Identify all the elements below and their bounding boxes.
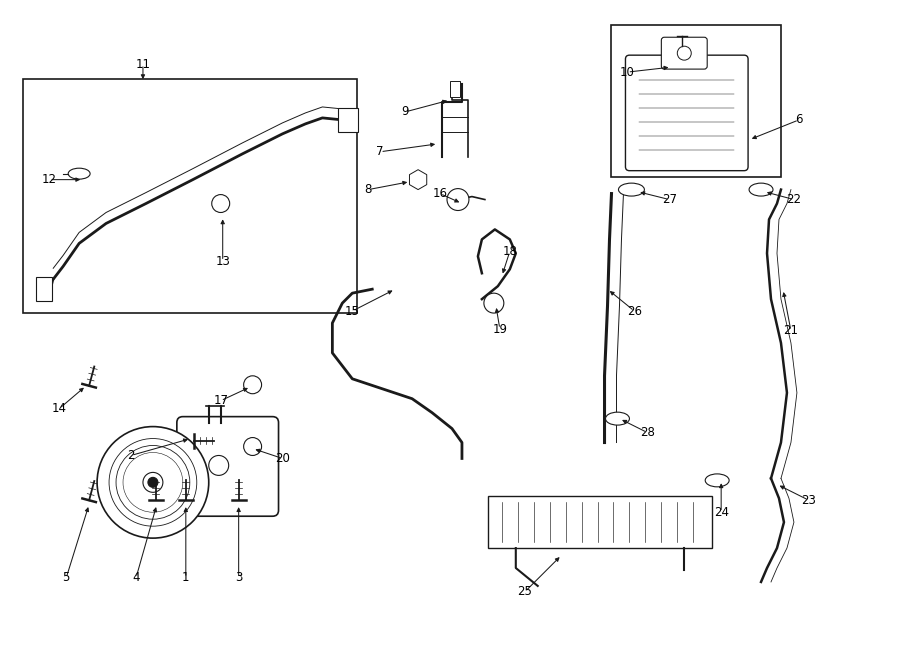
Text: 20: 20: [275, 452, 290, 465]
FancyBboxPatch shape: [626, 55, 748, 171]
Ellipse shape: [618, 183, 644, 196]
Circle shape: [447, 188, 469, 210]
Bar: [488, 496, 712, 548]
Text: 10: 10: [620, 65, 634, 79]
Text: 16: 16: [433, 187, 447, 200]
Text: 8: 8: [364, 183, 372, 196]
Text: 17: 17: [213, 394, 229, 407]
Circle shape: [209, 455, 229, 475]
Text: 18: 18: [502, 245, 518, 258]
FancyBboxPatch shape: [176, 416, 278, 516]
Ellipse shape: [68, 168, 90, 179]
Circle shape: [97, 426, 209, 538]
Text: 25: 25: [518, 586, 532, 598]
Bar: [36, 277, 52, 301]
Circle shape: [484, 293, 504, 313]
Circle shape: [212, 194, 230, 212]
Text: 6: 6: [796, 114, 803, 126]
Ellipse shape: [749, 183, 773, 196]
Circle shape: [143, 473, 163, 492]
Bar: [611, 25, 781, 176]
FancyBboxPatch shape: [662, 37, 707, 69]
Bar: [23, 79, 357, 313]
Text: 5: 5: [62, 572, 70, 584]
Bar: [450, 81, 460, 97]
Text: 26: 26: [627, 305, 642, 317]
Text: 2: 2: [127, 449, 135, 462]
Ellipse shape: [706, 474, 729, 487]
Text: 13: 13: [215, 254, 230, 268]
Text: 23: 23: [802, 494, 816, 507]
Bar: [338, 108, 358, 132]
Ellipse shape: [606, 412, 629, 425]
Text: 15: 15: [345, 305, 360, 317]
Text: 9: 9: [401, 105, 409, 118]
Circle shape: [244, 438, 262, 455]
Text: 3: 3: [235, 572, 242, 584]
Circle shape: [148, 477, 157, 487]
Text: 11: 11: [136, 58, 150, 71]
Text: 12: 12: [41, 173, 57, 186]
Text: 24: 24: [714, 506, 729, 519]
Text: 19: 19: [492, 323, 508, 336]
Text: 21: 21: [783, 325, 798, 338]
Text: 4: 4: [132, 572, 140, 584]
Circle shape: [678, 46, 691, 60]
Text: 1: 1: [182, 572, 190, 584]
Text: 27: 27: [662, 193, 677, 206]
Text: 14: 14: [51, 402, 67, 415]
Text: 28: 28: [640, 426, 655, 439]
Text: 22: 22: [787, 193, 801, 206]
Circle shape: [244, 376, 262, 394]
Text: 7: 7: [376, 145, 384, 158]
